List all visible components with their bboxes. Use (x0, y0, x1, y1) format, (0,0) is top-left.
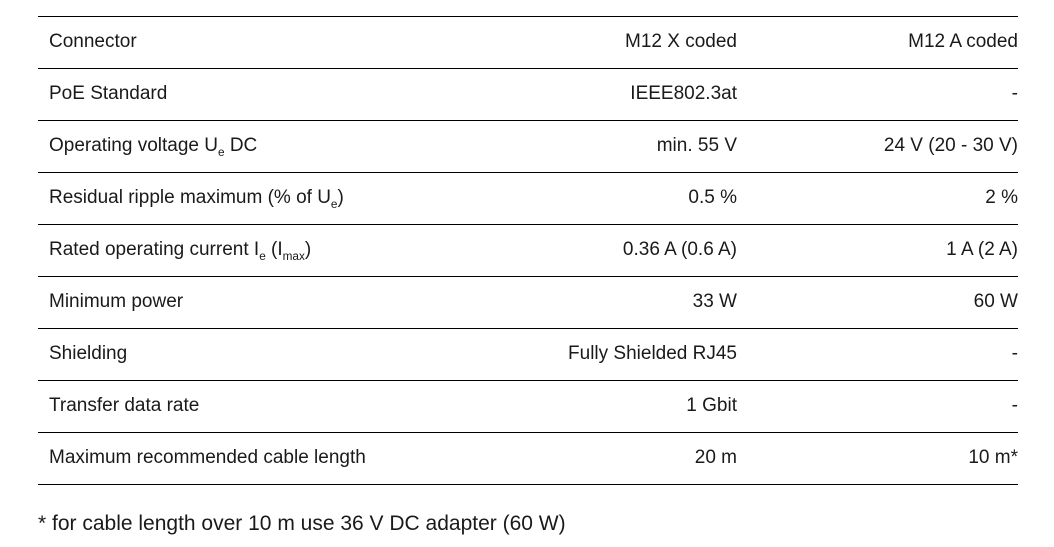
row-label-text: PoE Standard (49, 83, 168, 105)
table-row: Minimum power 33 W 60 W (38, 277, 1018, 329)
row-label-text: Operating voltage U (49, 135, 218, 157)
row-value-m12x: 0.36 A (0.6 A) (622, 239, 737, 261)
row-label: Operating voltage Ue DC (38, 135, 437, 158)
row-label-text: Minimum power (49, 291, 184, 313)
header-cell-connector: Connector (49, 31, 137, 53)
row-label: Residual ripple maximum (% of Ue) (38, 187, 437, 210)
row-value-m12a: 1 A (2 A) (946, 239, 1018, 261)
row-label: Minimum power (38, 291, 437, 314)
row-label-text: DC (224, 135, 258, 157)
row-label: Rated operating current Ie (Imax) (38, 239, 437, 262)
row-value-m12a: - (1011, 343, 1018, 365)
row-value-m12a: 24 V (20 - 30 V) (883, 135, 1018, 157)
row-label: Maximum recommended cable length (38, 447, 437, 470)
row-label-text: (I (265, 239, 283, 261)
row-label-subscript: e (330, 197, 338, 211)
table-row: Transfer data rate 1 Gbit - (38, 381, 1018, 433)
spec-table: Connector M12 X coded M12 A coded PoE St… (38, 16, 1018, 485)
table-row: PoE Standard IEEE802.3at - (38, 69, 1018, 121)
row-value-m12a: 60 W (973, 291, 1018, 313)
row-value-m12x: 0.5 % (688, 187, 737, 209)
table-row: Residual ripple maximum (% of Ue) 0.5 % … (38, 173, 1018, 225)
row-value-m12a: 10 m* (968, 447, 1018, 469)
row-label: PoE Standard (38, 83, 437, 106)
row-label-text: Transfer data rate (49, 395, 200, 417)
row-label: Shielding (38, 343, 437, 366)
table-row: Maximum recommended cable length 20 m 10… (38, 433, 1018, 485)
row-label-text: Shielding (49, 343, 128, 365)
row-label: Transfer data rate (38, 395, 437, 418)
header-cell-m12a: M12 A coded (908, 31, 1018, 53)
row-label-subscript: e (218, 145, 225, 159)
table-row: Operating voltage Ue DC min. 55 V 24 V (… (38, 121, 1018, 173)
row-label-text: ) (304, 239, 312, 261)
footnote: * for cable length over 10 m use 36 V DC… (38, 512, 566, 535)
row-value-m12x: 20 m (694, 447, 737, 469)
table-row: Shielding Fully Shielded RJ45 - (38, 329, 1018, 381)
row-label-text: ) (337, 187, 344, 209)
row-value-m12x: 1 Gbit (686, 395, 737, 417)
row-value-m12x: Fully Shielded RJ45 (568, 343, 737, 365)
row-value-m12a: 2 % (985, 187, 1018, 209)
row-label-subscript: max (282, 249, 305, 263)
row-value-m12x: min. 55 V (656, 135, 737, 157)
row-value-m12a: - (1011, 83, 1018, 105)
row-label-text: Residual ripple maximum (% of U (49, 187, 331, 209)
row-value-m12x: 33 W (692, 291, 737, 313)
row-label-text: Rated operating current I (49, 239, 260, 261)
table-row: Rated operating current Ie (Imax) 0.36 A… (38, 225, 1018, 277)
header-cell-m12x: M12 X coded (625, 31, 737, 53)
row-label-subscript: e (259, 249, 266, 263)
row-value-m12x: IEEE802.3at (630, 83, 737, 105)
table-header-row: Connector M12 X coded M12 A coded (38, 17, 1018, 69)
row-value-m12a: - (1011, 395, 1018, 417)
row-label-text: Maximum recommended cable length (49, 447, 366, 469)
